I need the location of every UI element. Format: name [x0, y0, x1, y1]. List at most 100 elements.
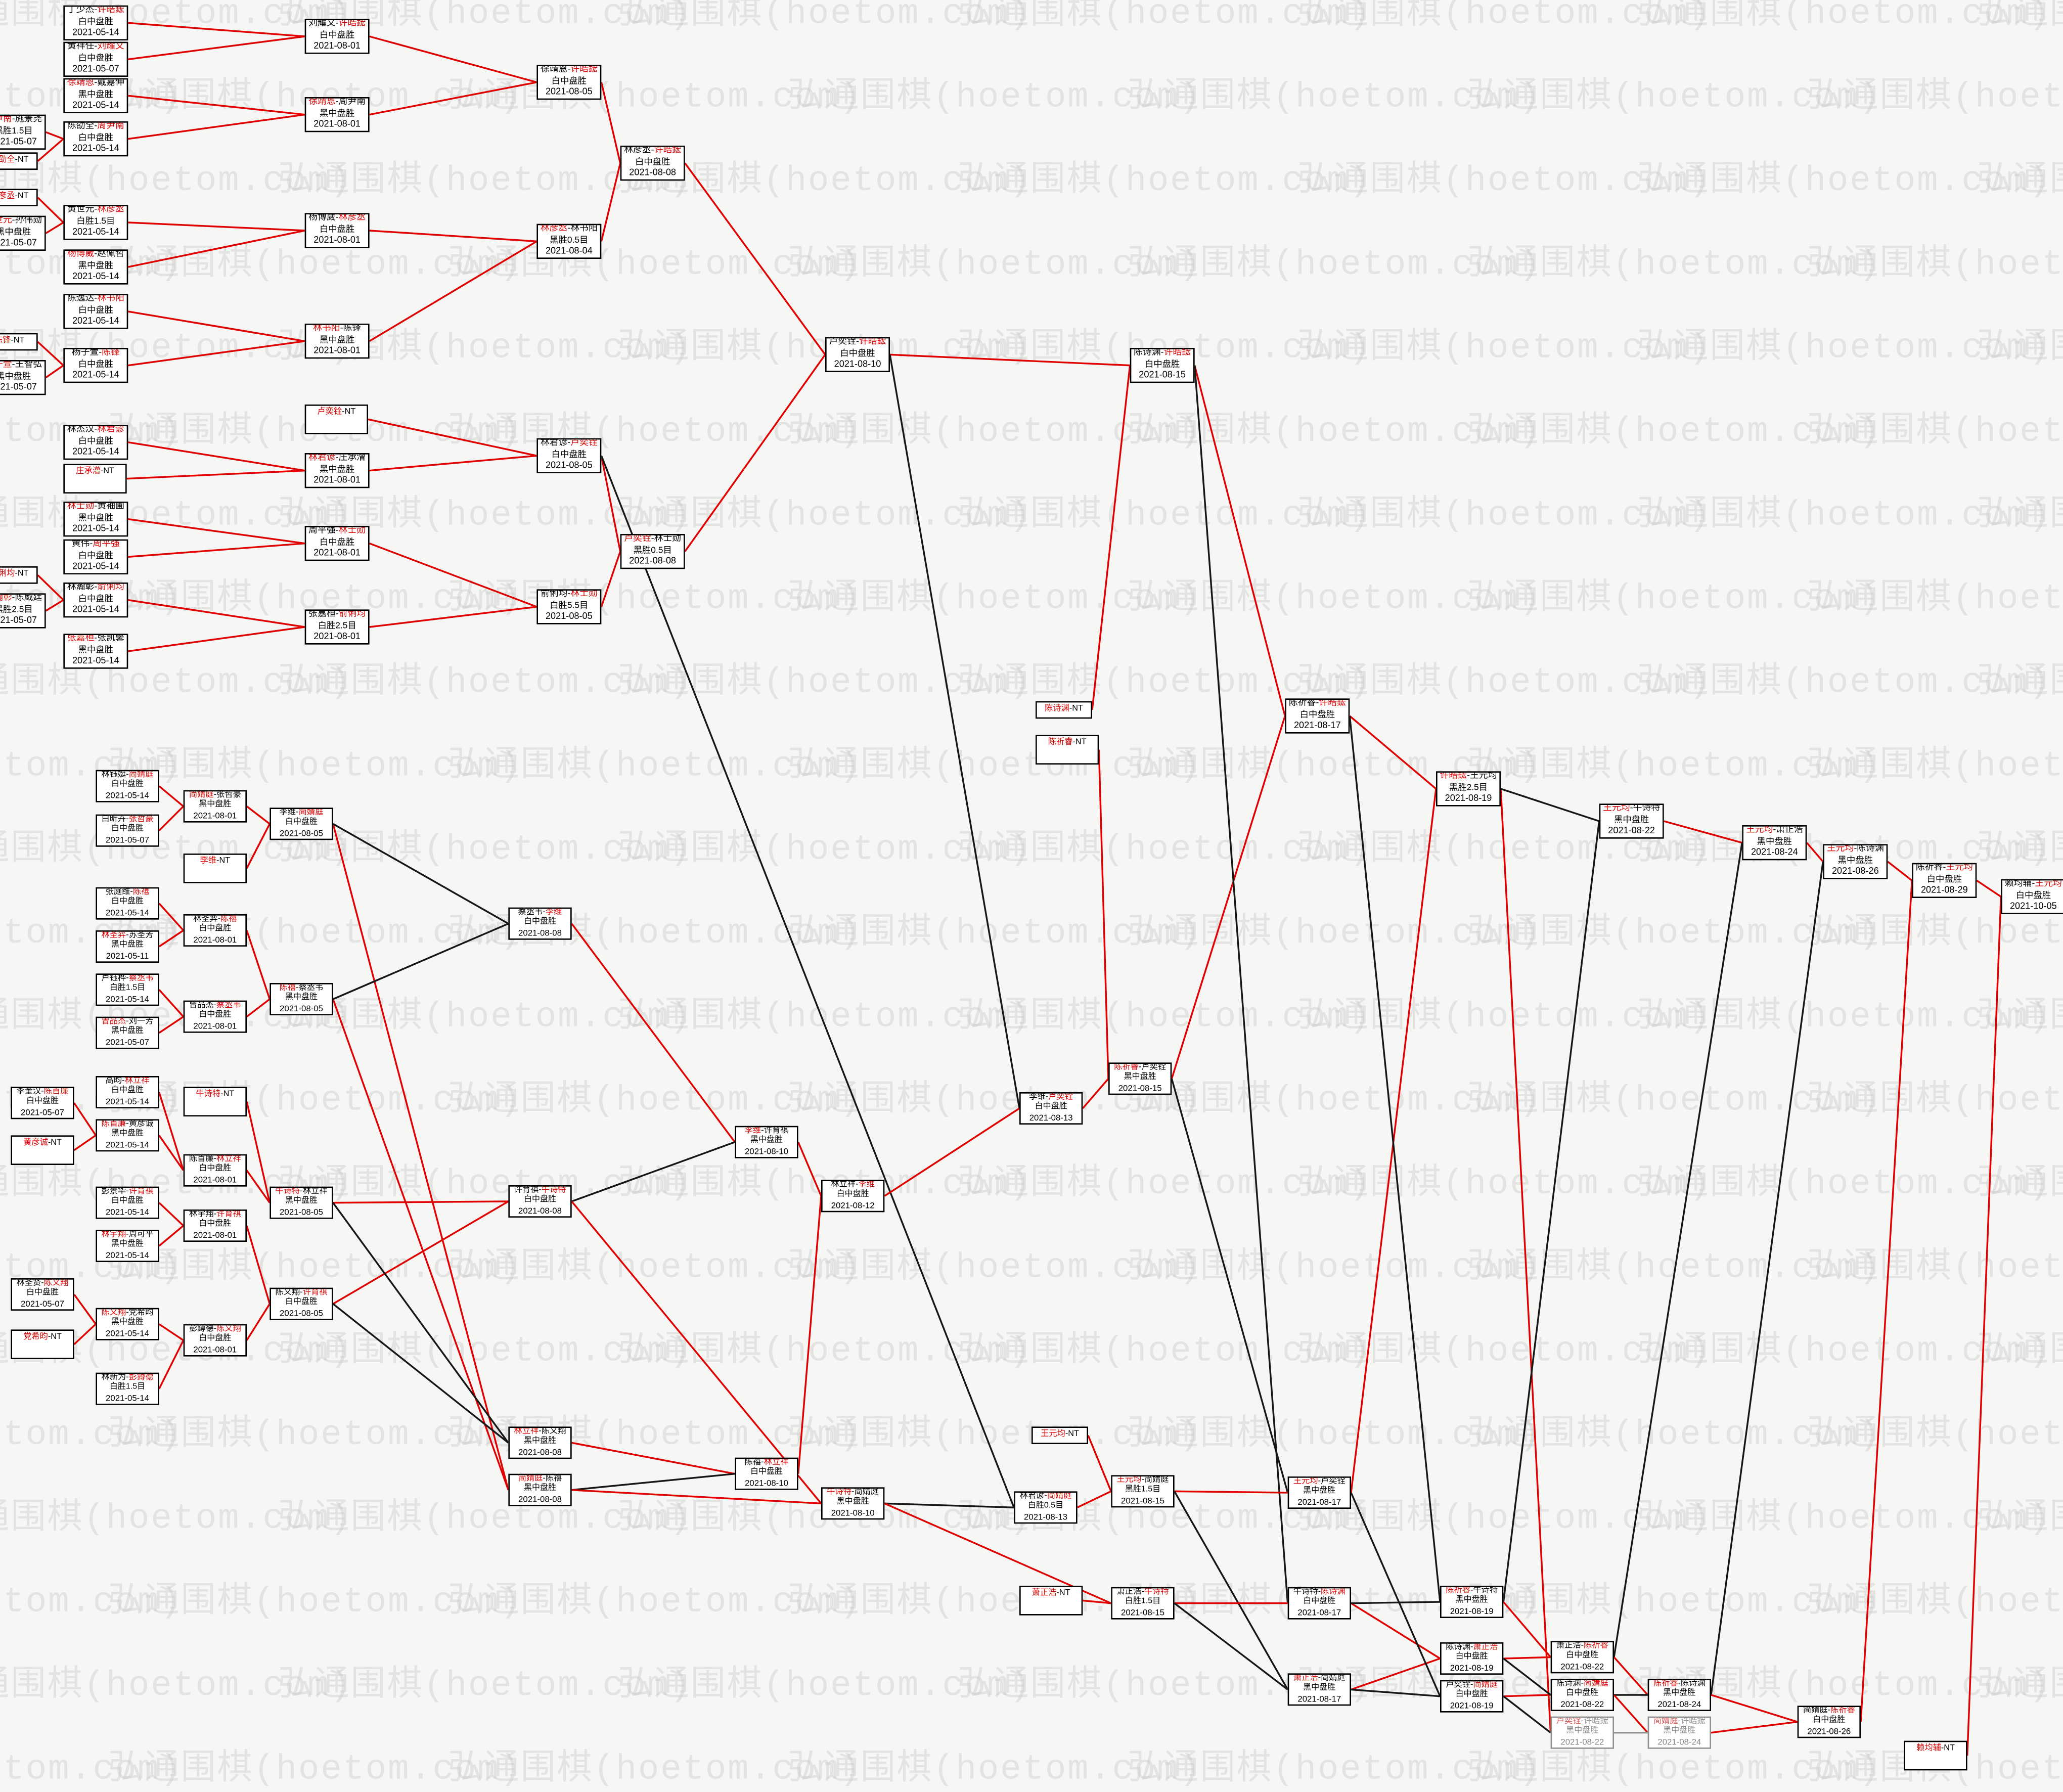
dash: - — [94, 205, 98, 215]
bye-box: 卢奕铨-NT — [304, 405, 369, 434]
players-line: 陈义翔-许育祺 — [276, 1289, 328, 1298]
watermark-text: 弘通围棋(hoetom.com) — [1467, 1749, 1881, 1789]
match-date: 2021-05-14 — [72, 657, 119, 666]
players-line: 林杰汉-林君谚 — [67, 425, 124, 437]
match-box: 陈诗渊-许皓鋐 白中盘胜 2021-08-15 — [1130, 348, 1195, 383]
watermark-text: 弘通围棋(hoetom.com) — [1297, 328, 1712, 369]
players-line: 李维-卢奕铨 — [1029, 1094, 1073, 1103]
dash: - — [1160, 348, 1164, 357]
watermark-text: 弘通围棋(hoetom.com) — [1807, 1414, 2063, 1455]
match-date: 2021-05-07 — [72, 65, 119, 75]
players-line: 简婧庭-许皓鋐 — [1653, 1718, 1706, 1727]
player1-name: 林彦丞 — [540, 223, 568, 234]
match-box: 王元均-简婧庭 黑胜1.5目 2021-08-15 — [1111, 1475, 1175, 1508]
result-text: 白中盘胜 — [78, 594, 114, 604]
player2-name: 党希昀 — [128, 1308, 154, 1318]
match-date: 2021-08-12 — [831, 1201, 875, 1211]
watermark-text: 弘通围棋(hoetom.com) — [1807, 1080, 2063, 1121]
bye-label: NT — [219, 856, 231, 866]
player1-name: 黄彦诚 — [23, 1138, 48, 1148]
player2-name: 张哲豪 — [128, 814, 154, 824]
player2-name: 施景尧 — [15, 114, 42, 124]
player2-name: 王元均 — [1469, 771, 1497, 781]
dash: - — [126, 973, 129, 983]
player1-name: 赖均辅 — [1916, 1743, 1941, 1753]
players-line: 张嘉桓-俞俐均 — [308, 611, 366, 621]
match-date: 2021-08-08 — [629, 168, 677, 178]
dash: - — [15, 191, 18, 201]
player2-name: 王智弘 — [15, 360, 42, 370]
watermark-text: 弘通围棋(hoetom.com) — [1127, 913, 1542, 954]
match-box: 蔡丞韦-李维 白中盘胜 2021-08-08 — [508, 907, 572, 940]
match-date: 2021-08-17 — [1297, 1498, 1341, 1507]
watermark-text: 弘通围棋(hoetom.com) — [1297, 0, 1712, 34]
winner-path-line — [369, 240, 537, 342]
watermark-text: 弘通围棋(hoetom.com) — [957, 996, 1372, 1037]
match-box: 高昀-林立祥 白中盘胜 2021-05-14 — [96, 1076, 159, 1109]
match-box: 林君谚-卢奕铨 白中盘胜 2021-08-05 — [536, 438, 602, 474]
winner-path-line — [45, 221, 64, 234]
player1-name: 黄世元 — [0, 215, 12, 226]
player1-name: 林瀚彰 — [67, 583, 95, 592]
match-date: 2021-08-29 — [1920, 886, 1968, 896]
players-line: 李维-许育祺 — [745, 1127, 789, 1137]
match-box: 卢奕铨-许皓鋐 白中盘胜 2021-08-10 — [825, 337, 890, 373]
watermark-text: 弘通围棋(hoetom.com) — [1467, 578, 1881, 619]
match-date: 2021-08-22 — [1608, 827, 1655, 836]
match-date: 2021-08-05 — [280, 1309, 323, 1319]
bye-box: 赖均辅-NT — [1904, 1740, 1967, 1771]
result-text: 黑中盘胜 — [320, 335, 355, 345]
winner-path-line — [600, 163, 621, 242]
winner-path-line — [797, 1141, 822, 1197]
winner-path-line — [127, 230, 305, 268]
dash: - — [1316, 698, 1319, 708]
dash: - — [94, 41, 98, 52]
player1-name: 简婧庭 — [518, 1473, 543, 1484]
player2-name: 黄袖圃 — [97, 502, 124, 511]
dash: - — [1581, 1679, 1584, 1688]
dash: - — [94, 425, 98, 434]
player2-name: 牛诗特 — [1144, 1587, 1169, 1597]
player1-name: 杨子萱 — [0, 360, 12, 370]
dash: - — [1678, 1679, 1681, 1688]
player1-name: 周尹南 — [0, 114, 12, 124]
watermark-text: 弘通围棋(hoetom.com) — [1467, 244, 1881, 285]
player2-name: 卢奕铨 — [1321, 1476, 1346, 1486]
players-line: 周尹南-施景尧 — [0, 114, 42, 126]
watermark-text: 弘通围棋(hoetom.com) — [0, 160, 352, 201]
match-box: 张庭维-陈禧 白中盘胜 2021-05-14 — [96, 887, 159, 920]
bye-label: NT — [1944, 1743, 1955, 1753]
winner-path-line — [246, 805, 271, 825]
match-box: 林圣贤-陈义翔 白中盘胜 2021-05-07 — [11, 1278, 74, 1311]
result-text: 白中盘胜 — [1299, 710, 1335, 720]
bye-label: NT — [51, 1332, 62, 1342]
watermark-text: 弘通围棋(hoetom.com) — [1467, 1582, 1881, 1623]
loser-path-line — [1503, 1657, 1551, 1696]
match-box: 萧正浩-陈祈睿 白中盘胜 2021-08-22 — [1550, 1641, 1614, 1674]
watermark-text: 弘通围棋(hoetom.com) — [108, 1414, 522, 1455]
match-date: 2021-05-07 — [0, 616, 37, 626]
result-text: 黑胜2.5目 — [0, 605, 33, 615]
winner-path-line — [684, 162, 826, 355]
player1-name: 陈祈睿 — [1915, 863, 1943, 873]
dash: - — [335, 19, 339, 29]
player2-name: 牛诗特 — [541, 1185, 566, 1195]
player2-name: 李维 — [545, 907, 562, 917]
players-line: 简婧庭-陈祈睿 — [1803, 1707, 1855, 1717]
match-box: 陈逸达-林书阳 白中盘胜 2021-05-14 — [63, 294, 128, 329]
match-box: 林圣弈-苏圣芳 黑中盘胜 2021-05-11 — [96, 930, 159, 963]
player2-name: 蔡丞韦 — [298, 983, 324, 993]
loser-path-line — [600, 455, 1015, 1508]
match-date: 2021-05-07 — [21, 1108, 64, 1118]
watermark-text: 弘通围棋(hoetom.com) — [1977, 160, 2063, 201]
match-date: 2021-05-14 — [72, 447, 119, 458]
dash: - — [12, 593, 15, 603]
player2-name: 陈威廷 — [15, 593, 42, 603]
players-line: 许育祺-牛诗特 — [514, 1185, 566, 1196]
watermark-text: 弘通围棋(hoetom.com) — [1637, 662, 2051, 703]
watermark-text: 弘通围棋(hoetom.com) — [1807, 578, 2063, 619]
winner-path-line — [158, 1202, 184, 1227]
loser-path-line — [571, 1472, 735, 1491]
winner-path-line — [369, 543, 537, 608]
match-box: 林宇翔-许育祺 白中盘胜 2021-08-01 — [183, 1209, 247, 1242]
